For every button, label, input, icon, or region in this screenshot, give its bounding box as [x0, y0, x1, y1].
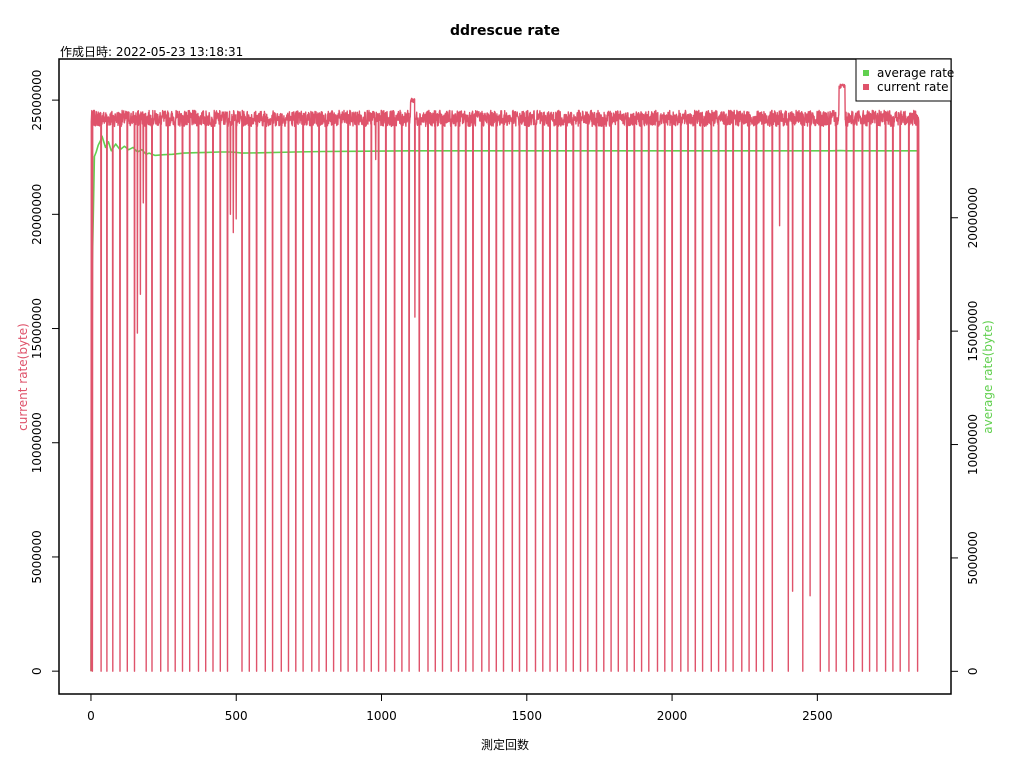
x-tick-label: 500 [225, 709, 248, 723]
legend-label-average: average rate [877, 66, 954, 80]
x-tick-label: 0 [87, 709, 95, 723]
y-left-tick-label: 5000000 [30, 530, 44, 583]
current-rate-line [90, 83, 920, 672]
legend-swatch-average [863, 70, 869, 76]
y-axis-right: 0 5000000 10000000 15000000 20000000 [951, 187, 980, 675]
y-axis-right-label: average rate(byte) [981, 320, 995, 433]
x-axis: 0 500 1000 1500 2000 2500 [87, 694, 833, 723]
y-right-tick-label: 10000000 [966, 414, 980, 475]
legend-label-current: current rate [877, 80, 948, 94]
y-left-tick-label: 15000000 [30, 298, 44, 359]
y-right-tick-label: 15000000 [966, 301, 980, 362]
y-right-tick-label: 20000000 [966, 187, 980, 248]
chart-subtitle: 作成日時: 2022-05-23 13:18:31 [60, 45, 243, 59]
x-tick-label: 2500 [802, 709, 833, 723]
average-rate-series [90, 135, 919, 672]
average-rate-line [90, 135, 919, 672]
legend: average rate current rate [855, 58, 954, 102]
x-tick-label: 1000 [366, 709, 397, 723]
current-rate-series [90, 83, 920, 672]
y-right-tick-label: 5000000 [966, 531, 980, 584]
y-axis-left-label: current rate(byte) [16, 323, 30, 431]
x-tick-label: 1500 [512, 709, 543, 723]
chart-title: ddrescue rate [450, 23, 560, 39]
y-axis-left: 0 5000000 10000000 15000000 20000000 25000000 [30, 70, 59, 675]
legend-swatch-current [863, 84, 869, 90]
plot-frame [58, 58, 952, 695]
y-left-tick-label: 10000000 [30, 412, 44, 473]
x-axis-label: 測定回数 [481, 737, 529, 752]
y-right-tick-label: 0 [966, 668, 980, 676]
x-tick-label: 2000 [657, 709, 688, 723]
legend-box [855, 58, 952, 102]
y-left-tick-label: 0 [30, 667, 44, 675]
y-left-tick-label: 20000000 [30, 184, 44, 245]
y-left-tick-label: 25000000 [30, 70, 44, 131]
